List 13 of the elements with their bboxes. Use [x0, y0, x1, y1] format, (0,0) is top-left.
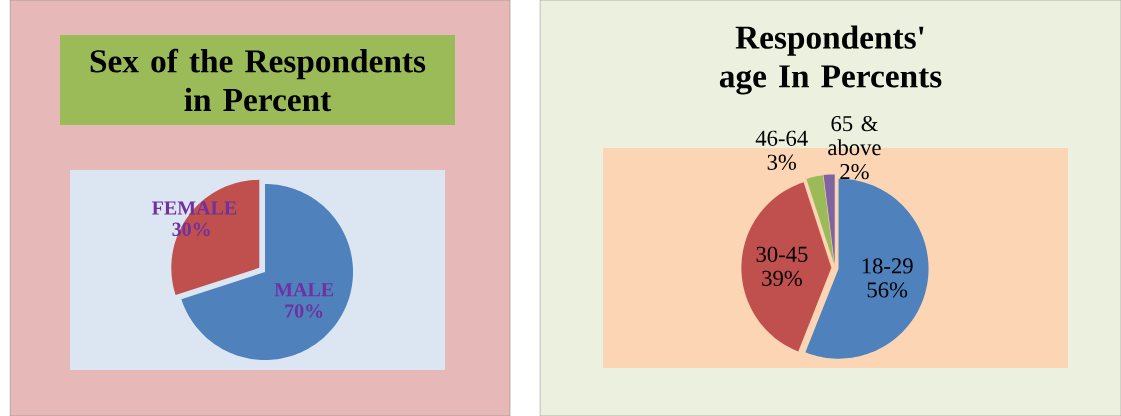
slice-label: 46-64	[755, 130, 808, 146]
slice-label: 65 & above	[828, 115, 881, 156]
chart-title: Sex of the Respondents in Percent	[90, 48, 426, 112]
slice-label: MALE	[274, 283, 334, 297]
data-label: 3%	[767, 154, 797, 170]
data-label: 56%	[867, 282, 908, 298]
data-label: 2%	[840, 163, 869, 180]
slice-label: 30-45	[756, 246, 808, 262]
slice-label: 18-29	[862, 258, 913, 274]
data-label: 70%	[285, 304, 323, 318]
slice-label: FEMALE	[152, 201, 237, 215]
data-label: 39%	[762, 270, 802, 286]
chart-title: Respondents' age In Percents	[719, 25, 942, 95]
